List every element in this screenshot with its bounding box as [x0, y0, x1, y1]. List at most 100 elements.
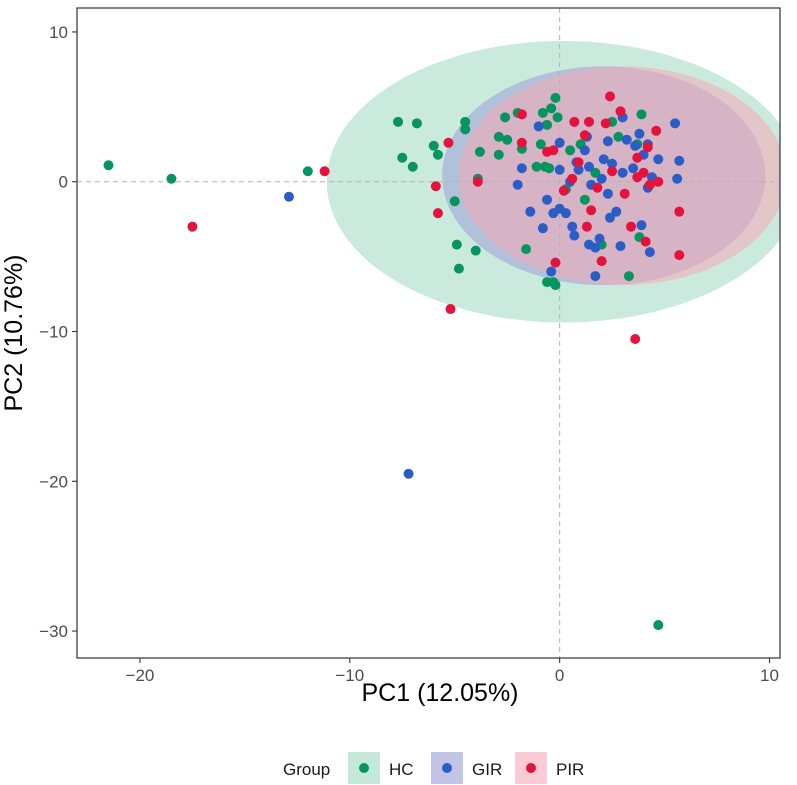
point-gir: [617, 167, 628, 178]
point-pir: [584, 116, 595, 127]
point-pir: [592, 182, 603, 193]
point-hc: [579, 194, 590, 205]
point-hc: [397, 152, 408, 163]
point-pir: [630, 333, 641, 344]
point-pir: [638, 167, 649, 178]
point-pir: [569, 116, 580, 127]
point-pir: [550, 257, 561, 268]
legend-label-hc: HC: [389, 760, 414, 779]
point-hc: [546, 103, 557, 114]
point-pir: [596, 256, 607, 267]
point-gir: [644, 247, 655, 258]
plot-panel-border: [76, 7, 781, 659]
legend-label-gir: GIR: [472, 760, 502, 779]
point-hc: [493, 149, 504, 160]
point-pir: [548, 145, 559, 156]
point-gir: [560, 208, 571, 219]
point-hc: [542, 119, 553, 130]
point-hc: [531, 161, 542, 172]
point-gir: [621, 134, 632, 145]
x-axis-ticks: −20 −10 0 10: [126, 658, 779, 685]
point-pir: [573, 157, 584, 168]
point-gir: [674, 155, 685, 166]
point-hc: [613, 131, 624, 142]
legend-marker-hc: [359, 763, 369, 773]
legend-item-hc: HC: [348, 752, 414, 784]
x-axis-title: PC1 (12.05%): [361, 679, 518, 707]
point-gir: [283, 191, 294, 202]
point-hc: [493, 131, 504, 142]
point-hc: [565, 145, 576, 156]
point-hc: [636, 109, 647, 120]
point-hc: [502, 134, 513, 145]
point-pir: [632, 152, 643, 163]
point-gir: [653, 154, 664, 165]
point-gir: [525, 206, 536, 217]
point-pir: [605, 91, 616, 102]
point-gir: [542, 194, 553, 205]
point-pir: [600, 118, 611, 129]
point-gir: [546, 266, 557, 277]
point-gir: [636, 220, 647, 231]
legend-item-pir: PIR: [515, 752, 584, 784]
point-pir: [430, 181, 441, 192]
point-hc: [535, 139, 546, 150]
y-tick-label: −10: [39, 323, 68, 342]
point-gir: [590, 271, 601, 282]
point-gir: [554, 164, 565, 175]
x-tick-label: 0: [555, 666, 564, 685]
x-tick-label: −20: [126, 666, 155, 685]
legend-title: Group: [283, 760, 330, 779]
point-hc: [451, 239, 462, 250]
point-hc: [500, 112, 511, 123]
point-gir: [403, 468, 414, 479]
point-gir: [533, 121, 544, 132]
point-gir: [672, 173, 683, 184]
point-pir: [432, 208, 443, 219]
point-hc: [653, 620, 664, 631]
point-pir: [445, 304, 456, 315]
point-pir: [443, 137, 454, 148]
point-pir: [674, 250, 685, 261]
point-hc: [103, 160, 114, 171]
point-hc: [460, 116, 471, 127]
y-tick-label: −30: [39, 622, 68, 641]
data-points: [103, 91, 685, 631]
point-gir: [670, 118, 681, 129]
point-gir: [554, 137, 565, 148]
point-gir: [579, 145, 590, 156]
point-hc: [542, 277, 553, 288]
point-hc: [407, 161, 418, 172]
point-pir: [319, 166, 330, 177]
point-hc: [550, 280, 561, 291]
point-hc: [411, 118, 422, 129]
legend-marker-gir: [442, 763, 452, 773]
point-gir: [630, 140, 641, 151]
point-hc: [550, 92, 561, 103]
point-hc: [449, 196, 460, 207]
point-gir: [602, 188, 613, 199]
point-hc: [470, 245, 481, 256]
point-hc: [474, 146, 485, 157]
point-pir: [579, 130, 590, 141]
y-tick-label: 0: [59, 173, 68, 192]
point-hc: [453, 263, 464, 274]
point-gir: [516, 163, 527, 174]
point-gir: [615, 241, 626, 252]
point-pir: [516, 137, 527, 148]
point-pir: [586, 205, 597, 216]
point-hc: [460, 124, 471, 135]
point-hc: [537, 107, 548, 118]
point-hc: [521, 244, 532, 255]
legend: Group HC GIR PIR: [283, 752, 584, 784]
legend-marker-pir: [526, 763, 536, 773]
point-gir: [512, 179, 523, 190]
point-gir: [607, 158, 618, 169]
point-gir: [598, 154, 609, 165]
point-pir: [642, 142, 653, 153]
point-pir: [607, 166, 618, 177]
point-pir: [651, 125, 662, 136]
legend-item-gir: GIR: [431, 752, 502, 784]
point-gir: [590, 242, 601, 253]
